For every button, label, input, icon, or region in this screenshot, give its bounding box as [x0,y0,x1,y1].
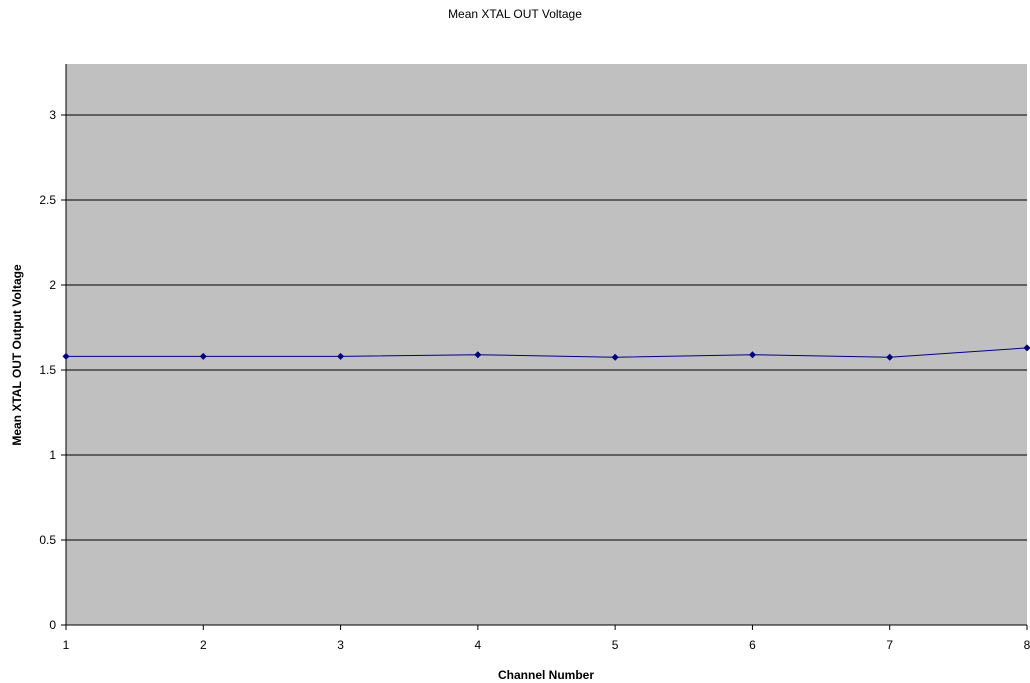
series-layer [62,344,1030,361]
x-axis-ticks: 1 2 3 4 5 6 7 8 [63,625,1030,652]
data-point-1 [62,352,70,360]
y-tick-label-3: 1.5 [39,363,56,377]
y-tick-label-2: 1 [49,448,56,462]
y-axis-label: Mean XTAL OUT Output Voltage [10,264,24,446]
x-tick-label-2: 3 [337,638,344,652]
x-tick-label-7: 8 [1024,638,1030,652]
data-point-3 [337,352,345,360]
data-point-6 [748,351,756,359]
axes [65,64,1027,626]
x-tick-label-4: 5 [612,638,619,652]
x-tick-label-0: 1 [63,638,70,652]
y-tick-label-0: 0 [49,618,56,632]
gridlines [66,114,1027,541]
data-point-2 [199,352,207,360]
data-point-8 [1023,344,1030,352]
data-point-7 [886,353,894,361]
plot-area [66,64,1027,625]
x-tick-label-3: 4 [475,638,482,652]
y-tick-label-6: 3 [49,108,56,122]
y-tick-label-5: 2.5 [39,193,56,207]
chart-title: Mean XTAL OUT Voltage [448,7,582,21]
x-tick-label-1: 2 [200,638,207,652]
y-tick-label-4: 2 [49,278,56,292]
data-point-5 [611,353,619,361]
x-axis-label: Channel Number [498,668,594,682]
x-tick-label-6: 7 [886,638,893,652]
series-line-0 [66,347,1028,358]
data-point-4 [474,351,482,359]
y-axis-ticks: 0 0.5 1 1.5 2 2.5 3 [39,108,66,632]
y-tick-label-1: 0.5 [39,533,56,547]
x-tick-label-5: 6 [749,638,756,652]
